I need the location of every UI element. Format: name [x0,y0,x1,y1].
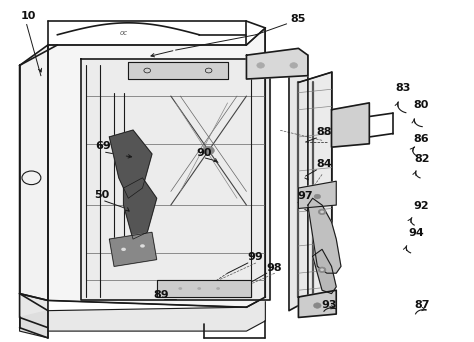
Circle shape [178,287,182,290]
Polygon shape [308,198,341,273]
Circle shape [290,63,298,68]
Text: 87: 87 [414,300,430,310]
Polygon shape [299,181,336,209]
Polygon shape [109,130,152,198]
Polygon shape [81,58,270,300]
Polygon shape [19,45,48,300]
Text: 94: 94 [408,228,424,238]
Text: 80: 80 [413,100,428,110]
Polygon shape [299,72,331,297]
Circle shape [197,287,201,290]
Polygon shape [331,103,369,147]
Circle shape [314,194,320,199]
Text: 83: 83 [395,83,410,93]
Circle shape [140,244,145,248]
Text: 82: 82 [415,155,430,165]
Polygon shape [156,280,251,297]
Circle shape [318,267,326,273]
Text: 86: 86 [413,134,429,144]
Text: 84: 84 [317,159,332,169]
Text: 92: 92 [413,201,429,211]
Circle shape [320,211,324,213]
Polygon shape [48,297,265,331]
Polygon shape [313,249,336,294]
Text: 89: 89 [153,290,168,300]
Polygon shape [19,294,48,328]
Text: 85: 85 [290,14,305,24]
Polygon shape [299,290,336,317]
Polygon shape [19,311,48,338]
Polygon shape [128,62,228,79]
Text: 50: 50 [94,189,109,200]
Text: 90: 90 [197,148,212,158]
Text: 98: 98 [266,263,282,273]
Text: 97: 97 [298,191,313,201]
Circle shape [203,146,214,155]
Polygon shape [246,48,308,79]
Polygon shape [48,28,265,307]
Text: 93: 93 [321,300,337,310]
Text: oc: oc [119,30,128,36]
Polygon shape [289,55,308,311]
Polygon shape [124,178,156,239]
Circle shape [121,248,126,251]
Text: 69: 69 [95,141,111,151]
Circle shape [318,209,326,214]
Circle shape [320,268,324,271]
Text: 10: 10 [20,11,36,22]
Text: 88: 88 [317,127,332,136]
Circle shape [314,303,321,308]
Circle shape [216,287,220,290]
Circle shape [257,63,264,68]
Polygon shape [109,232,156,266]
Text: 99: 99 [247,252,263,262]
